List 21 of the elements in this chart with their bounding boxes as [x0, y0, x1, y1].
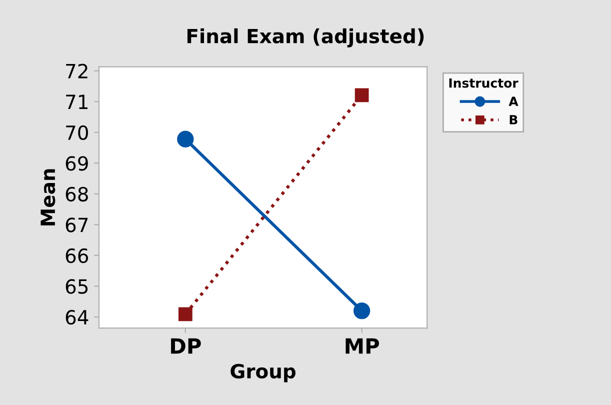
legend-title: Instructor [449, 78, 518, 88]
y-tick-label: 68 [66, 186, 88, 202]
y-tick-label: 64 [66, 310, 88, 325]
legend-label: B [510, 115, 518, 124]
y-tick-label: 67 [66, 218, 88, 232]
point [178, 307, 192, 322]
point [354, 88, 369, 102]
y-axis-title: Mean [40, 169, 56, 226]
y-tick-label: 70 [66, 125, 88, 140]
y-tick-label: 72 [66, 64, 88, 78]
point [177, 130, 194, 148]
x-tick-label: DP [171, 338, 201, 354]
y-tick-label: 69 [66, 156, 88, 171]
x-axis-title: Group [230, 364, 296, 382]
point [353, 302, 370, 320]
y-tick-label: 66 [66, 248, 88, 264]
y-tick-label: 65 [66, 279, 88, 294]
x-tick-label: MP [346, 338, 379, 354]
chart-title: Final Exam (adjusted) [187, 28, 424, 48]
legend-label: A [508, 96, 518, 106]
y-tick-label: 71 [66, 94, 88, 109]
